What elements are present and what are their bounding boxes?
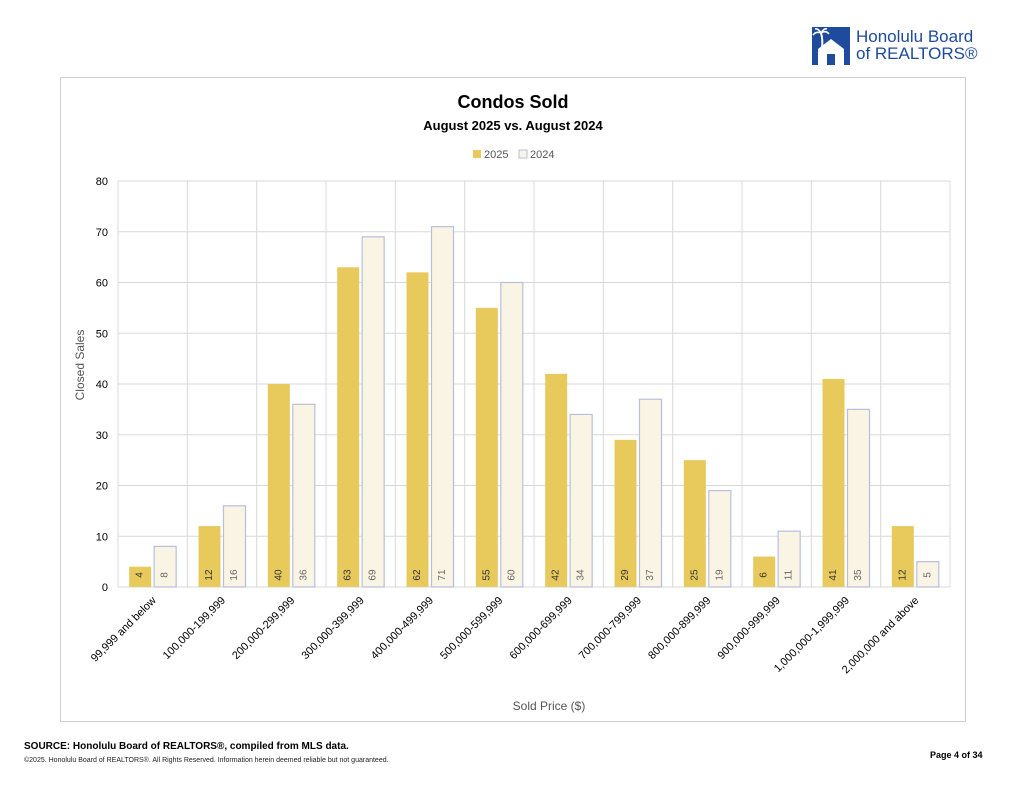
y-tick-label: 40 (96, 379, 108, 391)
bar-2025 (822, 378, 845, 587)
chart-title: Condos Sold (458, 92, 569, 112)
chart-frame: Condos Sold August 2025 vs. August 2024 … (60, 77, 966, 722)
legend-label-2024: 2024 (530, 149, 554, 161)
bar-2025 (891, 526, 914, 587)
bar-2024 (846, 408, 871, 588)
data-label-2025: 12 (204, 569, 215, 581)
data-label-2025: 42 (551, 569, 562, 581)
data-label-2025: 29 (620, 569, 631, 581)
data-label-2025: 63 (343, 569, 354, 581)
bar-2024 (430, 226, 455, 588)
bar-2025 (683, 460, 706, 587)
x-tick-label: 600,000-699,999 (507, 595, 574, 662)
bar-2024 (916, 561, 940, 588)
y-tick-label: 50 (96, 328, 108, 340)
bar-2024 (153, 545, 177, 588)
data-label-2025: 6 (759, 572, 770, 578)
y-tick-label: 70 (96, 227, 108, 239)
logo-line-2: of REALTORS® (856, 44, 978, 63)
data-label-2024: 34 (576, 569, 587, 581)
y-tick-label: 10 (96, 531, 108, 543)
data-label-2024: 35 (853, 569, 864, 581)
bar-2025 (753, 556, 776, 587)
bar-2024 (292, 403, 316, 588)
y-tick-label: 80 (96, 176, 108, 188)
data-label-2025: 12 (897, 569, 908, 581)
bar-2025 (614, 439, 637, 587)
data-label-2025: 62 (412, 569, 423, 581)
y-tick-label: 0 (102, 582, 108, 594)
bar-2024 (361, 236, 385, 588)
x-axis-label: Sold Price ($) (513, 699, 586, 713)
data-label-2024: 5 (922, 572, 933, 578)
chart-subtitle: August 2025 vs. August 2024 (423, 118, 603, 133)
copyright-note: ©2025. Honolulu Board of REALTORS®. All … (24, 757, 389, 764)
x-axis-ticks: 99,999 and below 100,000-199,999 200,000-2… (89, 595, 922, 677)
x-tick-label: 200,000-299,999 (230, 595, 297, 662)
legend-swatch-2024 (518, 149, 528, 159)
bar-2024 (777, 530, 801, 588)
data-label-2024: 11 (784, 569, 795, 580)
data-label-2024: 71 (437, 569, 448, 581)
x-tick-label: 99,999 and below (89, 595, 159, 665)
x-tick-label: 100,000-199,999 (161, 595, 228, 662)
bar-2025 (406, 272, 429, 587)
data-label-2024: 16 (229, 569, 240, 581)
y-tick-label: 30 (96, 430, 108, 442)
bar-2025 (198, 526, 221, 587)
data-label-2025: 55 (481, 569, 492, 581)
bar-2024 (500, 281, 524, 588)
bar-2024 (569, 413, 593, 588)
source-note: SOURCE: Honolulu Board of REALTORS®, com… (24, 741, 349, 752)
bar-2025 (129, 566, 152, 587)
bars: 4 8 12 16 40 36 63 69 62 71 55 60 42 34 29 37 25 19 6 11 41 3… (129, 226, 940, 588)
data-label-2024: 69 (368, 569, 379, 581)
condos-sold-chart: Condos Sold August 2025 vs. August 2024 … (73, 92, 951, 713)
x-tick-label: 2,000,000 and above (840, 595, 922, 677)
x-tick-label: 500,000-599,999 (438, 595, 505, 662)
bar-2025 (545, 373, 568, 587)
bar-2024 (222, 505, 247, 588)
x-tick-label: 400,000-499,999 (369, 595, 436, 662)
data-label-2024: 36 (298, 569, 309, 581)
y-axis-ticks: 0 10 20 30 40 50 60 70 80 (96, 176, 108, 594)
hbr-logo: Honolulu Board of REALTORS® (812, 26, 1002, 66)
bar-2025 (475, 307, 498, 587)
gridlines (117, 180, 951, 588)
data-label-2025: 40 (273, 569, 284, 581)
x-tick-label: 700,000-799,999 (577, 595, 644, 662)
bar-2024 (708, 489, 732, 588)
y-tick-label: 60 (96, 278, 108, 290)
x-tick-label: 800,000-899,999 (646, 595, 713, 662)
data-label-2025: 41 (828, 569, 839, 581)
data-label-2025: 4 (135, 572, 146, 578)
bar-2025 (337, 267, 360, 587)
logo-line-1: Honolulu Board (856, 27, 974, 46)
y-tick-label: 20 (96, 481, 108, 493)
legend-label-2025: 2025 (484, 149, 508, 161)
y-axis-label: Closed Sales (73, 330, 87, 401)
data-label-2024: 37 (645, 569, 656, 581)
data-label-2024: 19 (714, 569, 725, 581)
data-label-2025: 25 (689, 569, 700, 581)
page-number: Page 4 of 34 (930, 750, 983, 760)
house-palm-logo-icon (812, 27, 850, 65)
bar-2024 (638, 398, 663, 588)
data-label-2024: 8 (160, 572, 171, 578)
data-label-2024: 60 (506, 569, 517, 581)
x-tick-label: 900,000-999,999 (715, 595, 782, 662)
legend: 2025 2024 (473, 149, 554, 161)
x-tick-label: 1,000,000-1,999,999 (772, 595, 852, 675)
legend-swatch-2025 (473, 150, 481, 158)
bar-2025 (267, 384, 290, 587)
x-tick-label: 300,000-399,999 (299, 595, 366, 662)
